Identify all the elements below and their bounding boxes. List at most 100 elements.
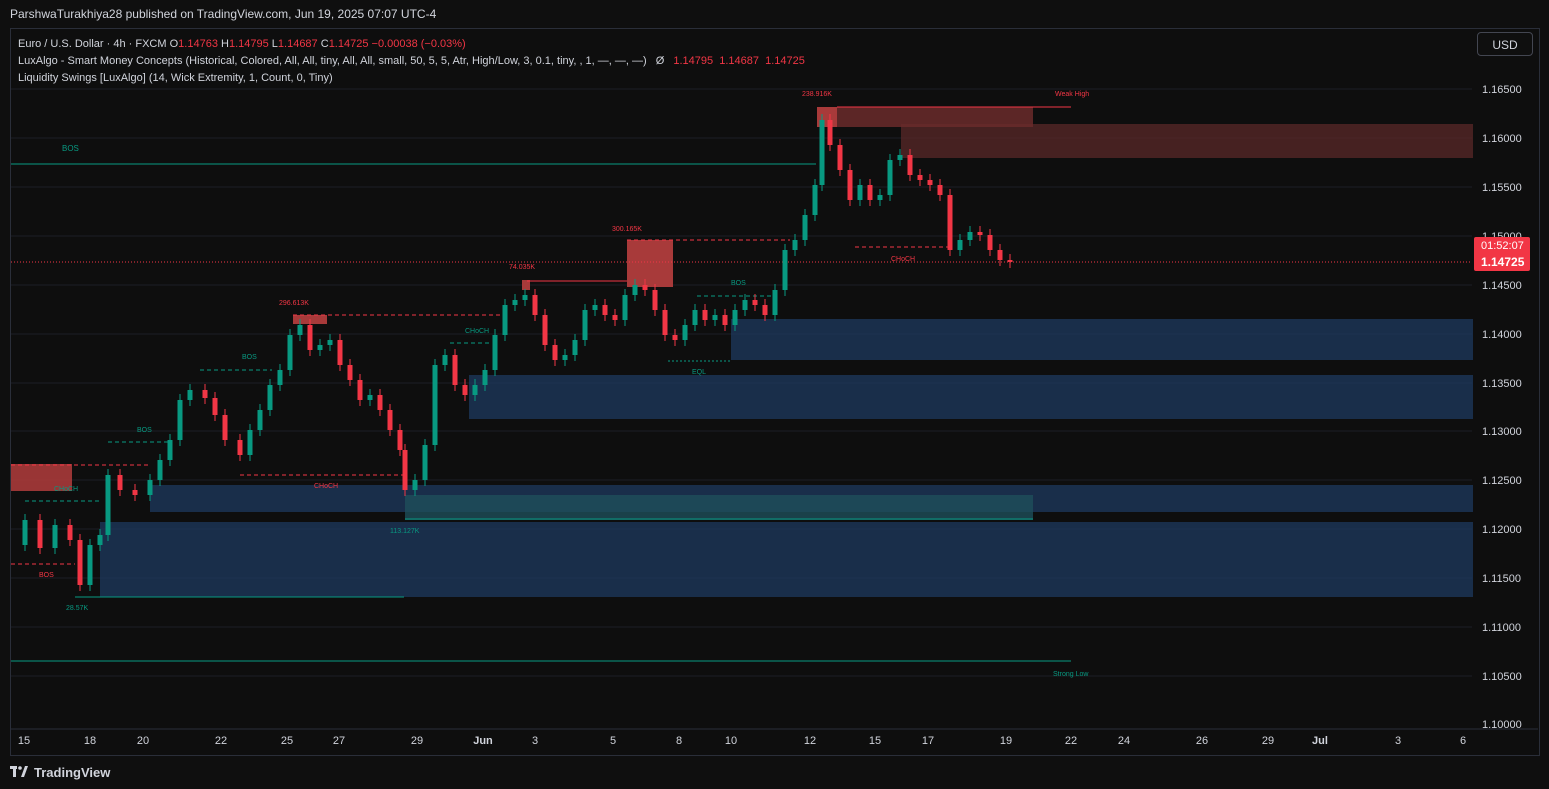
order-block xyxy=(522,280,530,290)
candle-body xyxy=(177,400,183,440)
candle-body xyxy=(602,305,608,315)
symbol-name[interactable]: Euro / U.S. Dollar · 4h · FXCM xyxy=(18,38,167,50)
candle-body xyxy=(512,300,518,305)
candle-body xyxy=(887,160,893,195)
candle-body xyxy=(987,235,993,250)
candle-body xyxy=(762,305,768,315)
candle-body xyxy=(752,300,758,305)
candle-body xyxy=(622,295,628,320)
candle-body xyxy=(652,290,658,310)
price-tick: 1.10000 xyxy=(1482,719,1522,731)
tradingview-logo[interactable]: TradingView xyxy=(10,765,110,780)
candle-body xyxy=(327,340,333,345)
candle-body xyxy=(837,145,843,170)
price-tick: 1.12000 xyxy=(1482,524,1522,536)
time-tick: 15 xyxy=(869,735,881,747)
annotation-bos: BOS xyxy=(39,572,54,579)
indicator-row-smc[interactable]: LuxAlgo - Smart Money Concepts (Historic… xyxy=(18,53,805,70)
tradingview-brand: TradingView xyxy=(34,765,111,780)
candle-body xyxy=(412,480,418,490)
candle-body xyxy=(532,295,538,315)
candle-body xyxy=(967,232,973,240)
candle-body xyxy=(742,300,748,310)
candle-body xyxy=(387,410,393,430)
candle-body xyxy=(132,490,138,495)
ohlc-low-label: L xyxy=(271,38,278,50)
time-tick: 10 xyxy=(725,735,737,747)
time-axis[interactable]: 15 18 20 22 25 27 29 Jun 3 5 8 10 12 15 … xyxy=(18,735,1466,747)
time-tick: 17 xyxy=(922,735,934,747)
candle-body xyxy=(337,340,343,365)
ohlc-high-label: H xyxy=(221,38,229,50)
price-axis[interactable]: 1.16500 1.16000 1.15500 1.15000 1.14500 … xyxy=(1482,84,1522,731)
time-tick: 22 xyxy=(215,735,227,747)
time-tick: 27 xyxy=(333,735,345,747)
candle-body xyxy=(937,185,943,195)
annotation-bos: BOS xyxy=(242,354,257,361)
candle-body xyxy=(22,520,28,545)
annotation-weak-high: Weak High xyxy=(1055,91,1089,98)
demand-zone xyxy=(731,319,1473,360)
candle-body xyxy=(105,475,111,535)
chart-annotations: BOS 238.916K Weak High 300.165K 74.035K … xyxy=(39,91,1089,678)
candle-body xyxy=(612,315,618,320)
last-price: 1.14725 xyxy=(1481,255,1525,269)
price-tick: 1.13500 xyxy=(1482,378,1522,390)
supply-zone xyxy=(836,107,1033,127)
candle-body xyxy=(632,285,638,295)
candle-body xyxy=(582,310,588,340)
annotation-bos: BOS xyxy=(137,427,152,434)
annotation-volume: 300.165K xyxy=(612,226,642,233)
candle-body xyxy=(37,520,43,548)
time-tick: Jul xyxy=(1312,735,1328,747)
candle-body xyxy=(67,525,73,540)
chart-legend[interactable]: Euro / U.S. Dollar · 4h · FXCM O1.14763 … xyxy=(18,36,805,87)
annotation-volume: 238.916K xyxy=(802,91,832,98)
candle-body xyxy=(492,335,498,370)
candle-body xyxy=(442,355,448,365)
candle-body xyxy=(897,155,903,160)
candle-body xyxy=(712,315,718,320)
candle-body xyxy=(307,325,313,350)
time-tick: 19 xyxy=(1000,735,1012,747)
time-tick: 29 xyxy=(1262,735,1274,747)
candle-body xyxy=(462,385,468,395)
time-tick: 8 xyxy=(676,735,682,747)
annotation-bos: BOS xyxy=(731,280,746,287)
demand-zone xyxy=(100,522,1473,597)
price-tick: 1.13000 xyxy=(1482,426,1522,438)
annotation-bos: BOS xyxy=(62,144,79,153)
candle-body xyxy=(802,215,808,240)
indicator-row-liquidity[interactable]: Liquidity Swings [LuxAlgo] (14, Wick Ext… xyxy=(18,70,805,87)
candle-body xyxy=(692,310,698,325)
annotation-volume: 113.127K xyxy=(390,528,420,535)
structure-lines xyxy=(11,106,1071,662)
indicator-smc-name[interactable]: LuxAlgo - Smart Money Concepts (Historic… xyxy=(18,55,647,67)
candle-body xyxy=(792,240,798,250)
candle-body xyxy=(147,480,153,495)
time-tick: 5 xyxy=(610,735,616,747)
time-tick: 24 xyxy=(1118,735,1130,747)
price-tick: 1.11500 xyxy=(1482,573,1521,585)
currency-button[interactable]: USD xyxy=(1477,32,1533,56)
time-tick: 3 xyxy=(1395,735,1401,747)
candle-body xyxy=(702,310,708,320)
order-block xyxy=(627,240,673,287)
candle-body xyxy=(277,370,283,385)
candle-body xyxy=(52,525,58,548)
annotation-choch: CHoCH xyxy=(465,328,489,335)
annotation-eql: EQL xyxy=(692,369,706,376)
time-tick: 18 xyxy=(84,735,96,747)
symbol-row[interactable]: Euro / U.S. Dollar · 4h · FXCM O1.14763 … xyxy=(18,36,805,53)
candle-body xyxy=(397,430,403,450)
candle-body xyxy=(819,120,825,185)
candle-body xyxy=(522,295,528,300)
candle-body xyxy=(422,445,428,480)
bar-countdown: 01:52:07 xyxy=(1481,240,1524,252)
ohlc-close-label: C xyxy=(320,38,329,50)
candle-body xyxy=(552,345,558,360)
candle-body xyxy=(997,250,1003,260)
indicator-liquidity-name[interactable]: Liquidity Swings [LuxAlgo] (14, Wick Ext… xyxy=(18,72,333,84)
ohlc-close: 1.14725 xyxy=(328,38,369,50)
